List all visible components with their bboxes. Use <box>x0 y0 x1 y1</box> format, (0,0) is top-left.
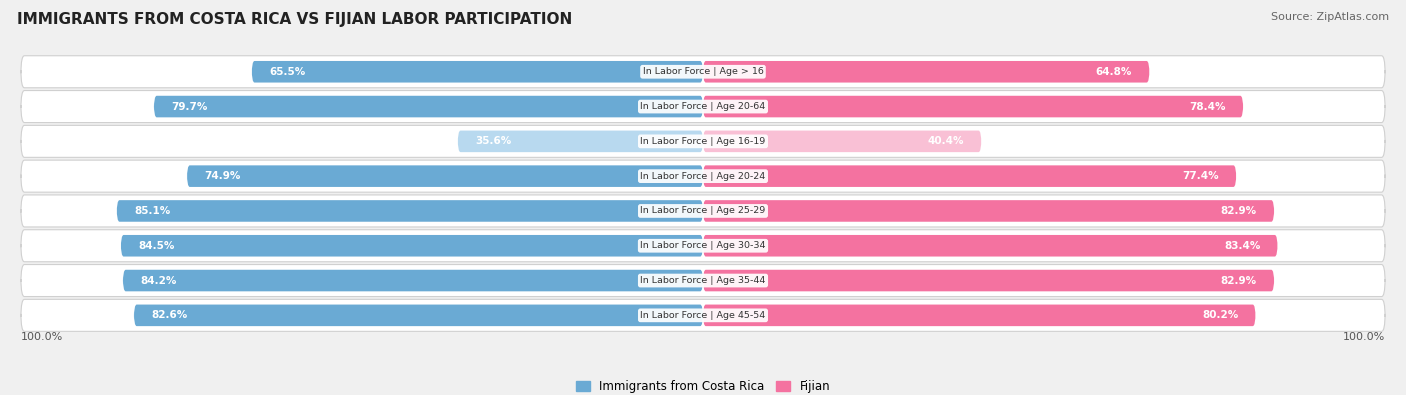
Text: 79.7%: 79.7% <box>172 102 208 111</box>
FancyBboxPatch shape <box>703 200 1274 222</box>
Text: 65.5%: 65.5% <box>269 67 305 77</box>
FancyBboxPatch shape <box>21 299 1385 331</box>
Text: 84.2%: 84.2% <box>141 276 177 286</box>
FancyBboxPatch shape <box>21 125 1385 157</box>
Legend: Immigrants from Costa Rica, Fijian: Immigrants from Costa Rica, Fijian <box>571 376 835 395</box>
FancyBboxPatch shape <box>252 61 703 83</box>
Text: 82.9%: 82.9% <box>1220 276 1257 286</box>
FancyBboxPatch shape <box>703 235 1278 256</box>
FancyBboxPatch shape <box>187 166 703 187</box>
FancyBboxPatch shape <box>21 195 1385 227</box>
FancyBboxPatch shape <box>134 305 703 326</box>
Text: 100.0%: 100.0% <box>1343 332 1385 342</box>
FancyBboxPatch shape <box>21 230 1385 262</box>
FancyBboxPatch shape <box>122 270 703 292</box>
Text: In Labor Force | Age 20-64: In Labor Force | Age 20-64 <box>640 102 766 111</box>
Text: 78.4%: 78.4% <box>1189 102 1226 111</box>
Text: 82.9%: 82.9% <box>1220 206 1257 216</box>
Text: In Labor Force | Age 20-24: In Labor Force | Age 20-24 <box>640 172 766 181</box>
Text: 100.0%: 100.0% <box>21 332 63 342</box>
FancyBboxPatch shape <box>121 235 703 256</box>
FancyBboxPatch shape <box>703 96 1243 117</box>
FancyBboxPatch shape <box>458 131 703 152</box>
Text: In Labor Force | Age 45-54: In Labor Force | Age 45-54 <box>640 311 766 320</box>
Text: 85.1%: 85.1% <box>134 206 170 216</box>
Text: 82.6%: 82.6% <box>152 310 187 320</box>
Text: 80.2%: 80.2% <box>1202 310 1239 320</box>
Text: In Labor Force | Age 35-44: In Labor Force | Age 35-44 <box>640 276 766 285</box>
FancyBboxPatch shape <box>21 160 1385 192</box>
Text: 84.5%: 84.5% <box>138 241 174 251</box>
Text: 64.8%: 64.8% <box>1095 67 1132 77</box>
FancyBboxPatch shape <box>21 90 1385 122</box>
Text: 40.4%: 40.4% <box>928 136 965 147</box>
Text: In Labor Force | Age > 16: In Labor Force | Age > 16 <box>643 67 763 76</box>
FancyBboxPatch shape <box>117 200 703 222</box>
FancyBboxPatch shape <box>21 56 1385 88</box>
Text: In Labor Force | Age 30-34: In Labor Force | Age 30-34 <box>640 241 766 250</box>
FancyBboxPatch shape <box>703 61 1150 83</box>
Text: Source: ZipAtlas.com: Source: ZipAtlas.com <box>1271 12 1389 22</box>
Text: 74.9%: 74.9% <box>204 171 240 181</box>
FancyBboxPatch shape <box>703 131 981 152</box>
Text: 77.4%: 77.4% <box>1182 171 1219 181</box>
Text: 35.6%: 35.6% <box>475 136 512 147</box>
FancyBboxPatch shape <box>703 270 1274 292</box>
Text: In Labor Force | Age 16-19: In Labor Force | Age 16-19 <box>640 137 766 146</box>
Text: In Labor Force | Age 25-29: In Labor Force | Age 25-29 <box>640 207 766 215</box>
FancyBboxPatch shape <box>703 166 1236 187</box>
FancyBboxPatch shape <box>21 265 1385 297</box>
Text: IMMIGRANTS FROM COSTA RICA VS FIJIAN LABOR PARTICIPATION: IMMIGRANTS FROM COSTA RICA VS FIJIAN LAB… <box>17 12 572 27</box>
Text: 83.4%: 83.4% <box>1225 241 1260 251</box>
FancyBboxPatch shape <box>153 96 703 117</box>
FancyBboxPatch shape <box>703 305 1256 326</box>
